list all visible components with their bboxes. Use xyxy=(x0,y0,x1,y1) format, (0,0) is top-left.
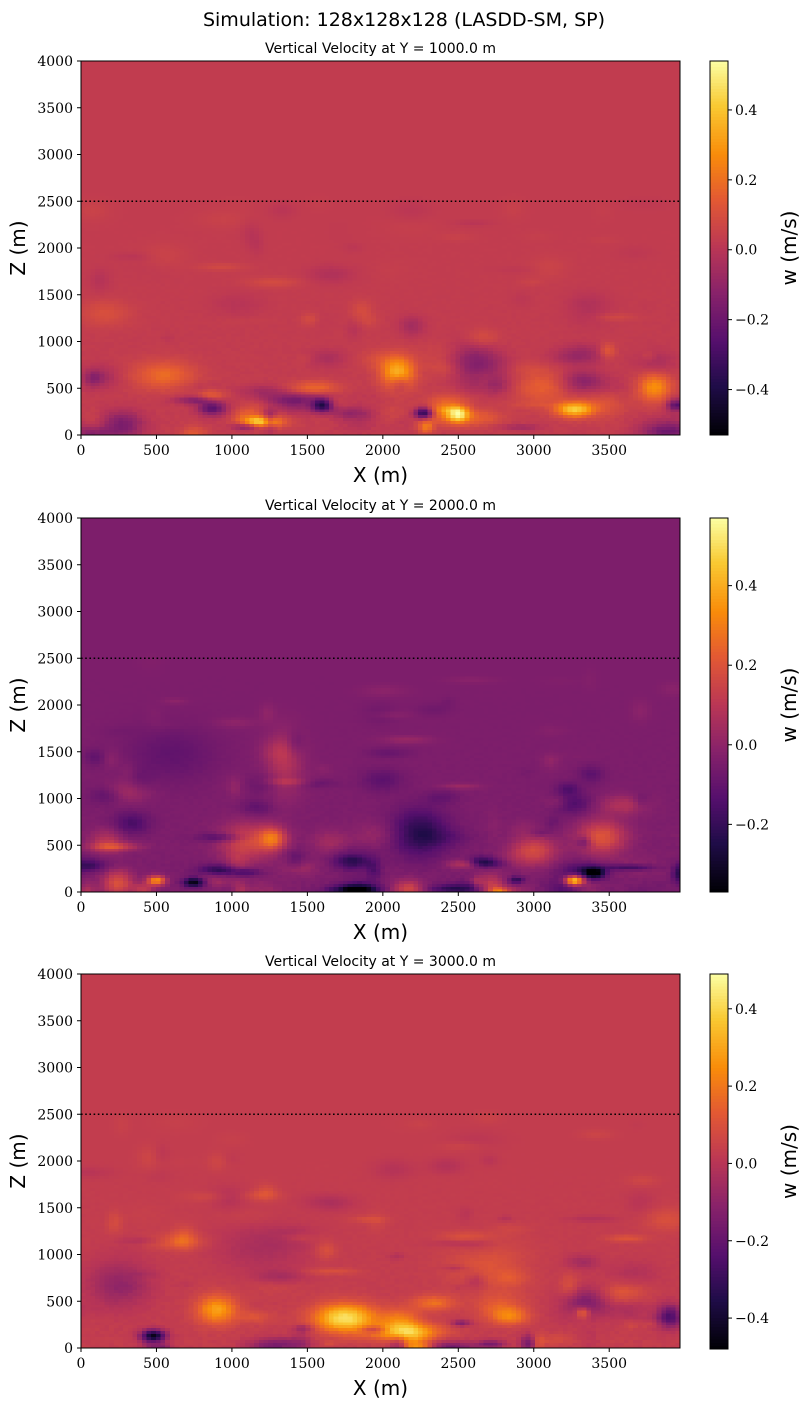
y-tick-label: 3000 xyxy=(37,148,73,164)
x-tick-label: 3000 xyxy=(516,443,552,459)
x-tick-label: 0 xyxy=(77,900,86,916)
colorbar xyxy=(709,517,729,893)
y-tick-label: 500 xyxy=(46,838,73,854)
y-tick-label: 1500 xyxy=(37,288,73,304)
colorbar-tick-label: 0.2 xyxy=(735,1079,757,1095)
colorbar-label: w (m/s) xyxy=(777,668,801,743)
x-tick-label: 1000 xyxy=(214,443,250,459)
y-tick-label: 2000 xyxy=(37,1154,73,1170)
x-tick-label: 1500 xyxy=(290,900,326,916)
x-tick-label: 3500 xyxy=(591,1356,627,1372)
y-tick-label: 3000 xyxy=(37,1061,73,1077)
colorbar-tick-label: −0.4 xyxy=(735,383,769,399)
y-tick-label: 4000 xyxy=(37,967,73,983)
x-tick-label: 2500 xyxy=(440,900,476,916)
x-tick-label: 3000 xyxy=(516,1356,552,1372)
chart-panel-3: Vertical Velocity at Y = 3000.0 m 0 500 100… xyxy=(6,954,801,1400)
x-tick-label: 500 xyxy=(143,443,170,459)
x-tick-label: 2000 xyxy=(365,443,401,459)
colorbar-tick-label: 0.2 xyxy=(735,658,757,674)
colorbar xyxy=(709,973,729,1350)
figure-title: Simulation: 128x128x128 (LASDD-SM, SP) xyxy=(203,9,605,31)
colorbar-tick-label: −0.4 xyxy=(735,1311,769,1327)
panel-title: Vertical Velocity at Y = 2000.0 m xyxy=(265,498,496,514)
colorbar-tick-label: −0.2 xyxy=(735,817,769,833)
chart-panel-1: Vertical Velocity at Y = 1000.0 m 0 500 100… xyxy=(6,41,801,487)
y-axis-label: Z (m) xyxy=(6,220,30,275)
x-axis-label: X (m) xyxy=(353,463,408,487)
y-axis-label: Z (m) xyxy=(6,677,30,732)
y-tick-label: 1500 xyxy=(37,1201,73,1217)
y-tick-label: 1000 xyxy=(37,1248,73,1264)
colorbar-label: w (m/s) xyxy=(777,211,801,286)
colorbar-tick-label: −0.2 xyxy=(735,313,769,329)
x-tick-label: 0 xyxy=(77,1356,86,1372)
y-tick-label: 0 xyxy=(64,1341,73,1357)
panels: Vertical Velocity at Y = 1000.0 m 0 500 100… xyxy=(6,41,801,1400)
colorbar-tick-label: 0.4 xyxy=(735,579,757,595)
y-tick-label: 2500 xyxy=(37,651,73,667)
x-tick-label: 2500 xyxy=(440,1356,476,1372)
y-tick-label: 1500 xyxy=(37,745,73,761)
y-tick-label: 2000 xyxy=(37,698,73,714)
y-axis-label: Z (m) xyxy=(6,1133,30,1188)
y-tick-label: 2000 xyxy=(37,241,73,257)
y-tick-label: 2500 xyxy=(37,1107,73,1123)
x-tick-label: 2000 xyxy=(365,900,401,916)
x-axis-label: X (m) xyxy=(353,920,408,944)
y-tick-label: 3500 xyxy=(37,558,73,574)
x-tick-label: 1000 xyxy=(214,900,250,916)
y-tick-label: 3500 xyxy=(37,101,73,117)
colorbar-tick-label: 0.0 xyxy=(735,738,757,754)
x-tick-label: 0 xyxy=(77,443,86,459)
panel-title: Vertical Velocity at Y = 3000.0 m xyxy=(265,954,496,970)
y-tick-label: 3000 xyxy=(37,605,73,621)
x-tick-label: 1000 xyxy=(214,1356,250,1372)
colorbar-tick-label: 0.4 xyxy=(735,1002,757,1018)
x-tick-label: 3500 xyxy=(591,900,627,916)
heatmap-field xyxy=(81,974,681,1349)
y-tick-label: 0 xyxy=(64,885,73,901)
y-tick-label: 1000 xyxy=(37,792,73,808)
y-tick-label: 4000 xyxy=(37,511,73,527)
y-tick-label: 0 xyxy=(64,428,73,444)
x-tick-label: 500 xyxy=(143,1356,170,1372)
y-tick-label: 500 xyxy=(46,381,73,397)
y-tick-label: 4000 xyxy=(37,54,73,70)
colorbar-tick-label: 0.0 xyxy=(735,243,757,259)
y-tick-label: 1000 xyxy=(37,335,73,351)
x-tick-label: 3000 xyxy=(516,900,552,916)
panel-title: Vertical Velocity at Y = 1000.0 m xyxy=(265,41,496,57)
heatmap-field xyxy=(81,61,681,436)
colorbar-tick-label: 0.2 xyxy=(735,173,757,189)
x-axis-label: X (m) xyxy=(353,1376,408,1400)
chart-panel-2: Vertical Velocity at Y = 2000.0 m 0 500 100… xyxy=(6,498,801,944)
colorbar-tick-label: −0.2 xyxy=(735,1234,769,1250)
y-tick-label: 3500 xyxy=(37,1014,73,1030)
x-tick-label: 500 xyxy=(143,900,170,916)
y-tick-label: 500 xyxy=(46,1294,73,1310)
x-tick-label: 1500 xyxy=(290,1356,326,1372)
x-tick-label: 1500 xyxy=(290,443,326,459)
colorbar xyxy=(709,60,729,436)
x-tick-label: 2000 xyxy=(365,1356,401,1372)
y-tick-label: 2500 xyxy=(37,194,73,210)
colorbar-tick-label: 0.4 xyxy=(735,103,757,119)
x-tick-label: 3500 xyxy=(591,443,627,459)
colorbar-tick-label: 0.0 xyxy=(735,1156,757,1172)
colorbar-label: w (m/s) xyxy=(777,1124,801,1199)
x-tick-label: 2500 xyxy=(440,443,476,459)
heatmap-field xyxy=(81,518,681,893)
